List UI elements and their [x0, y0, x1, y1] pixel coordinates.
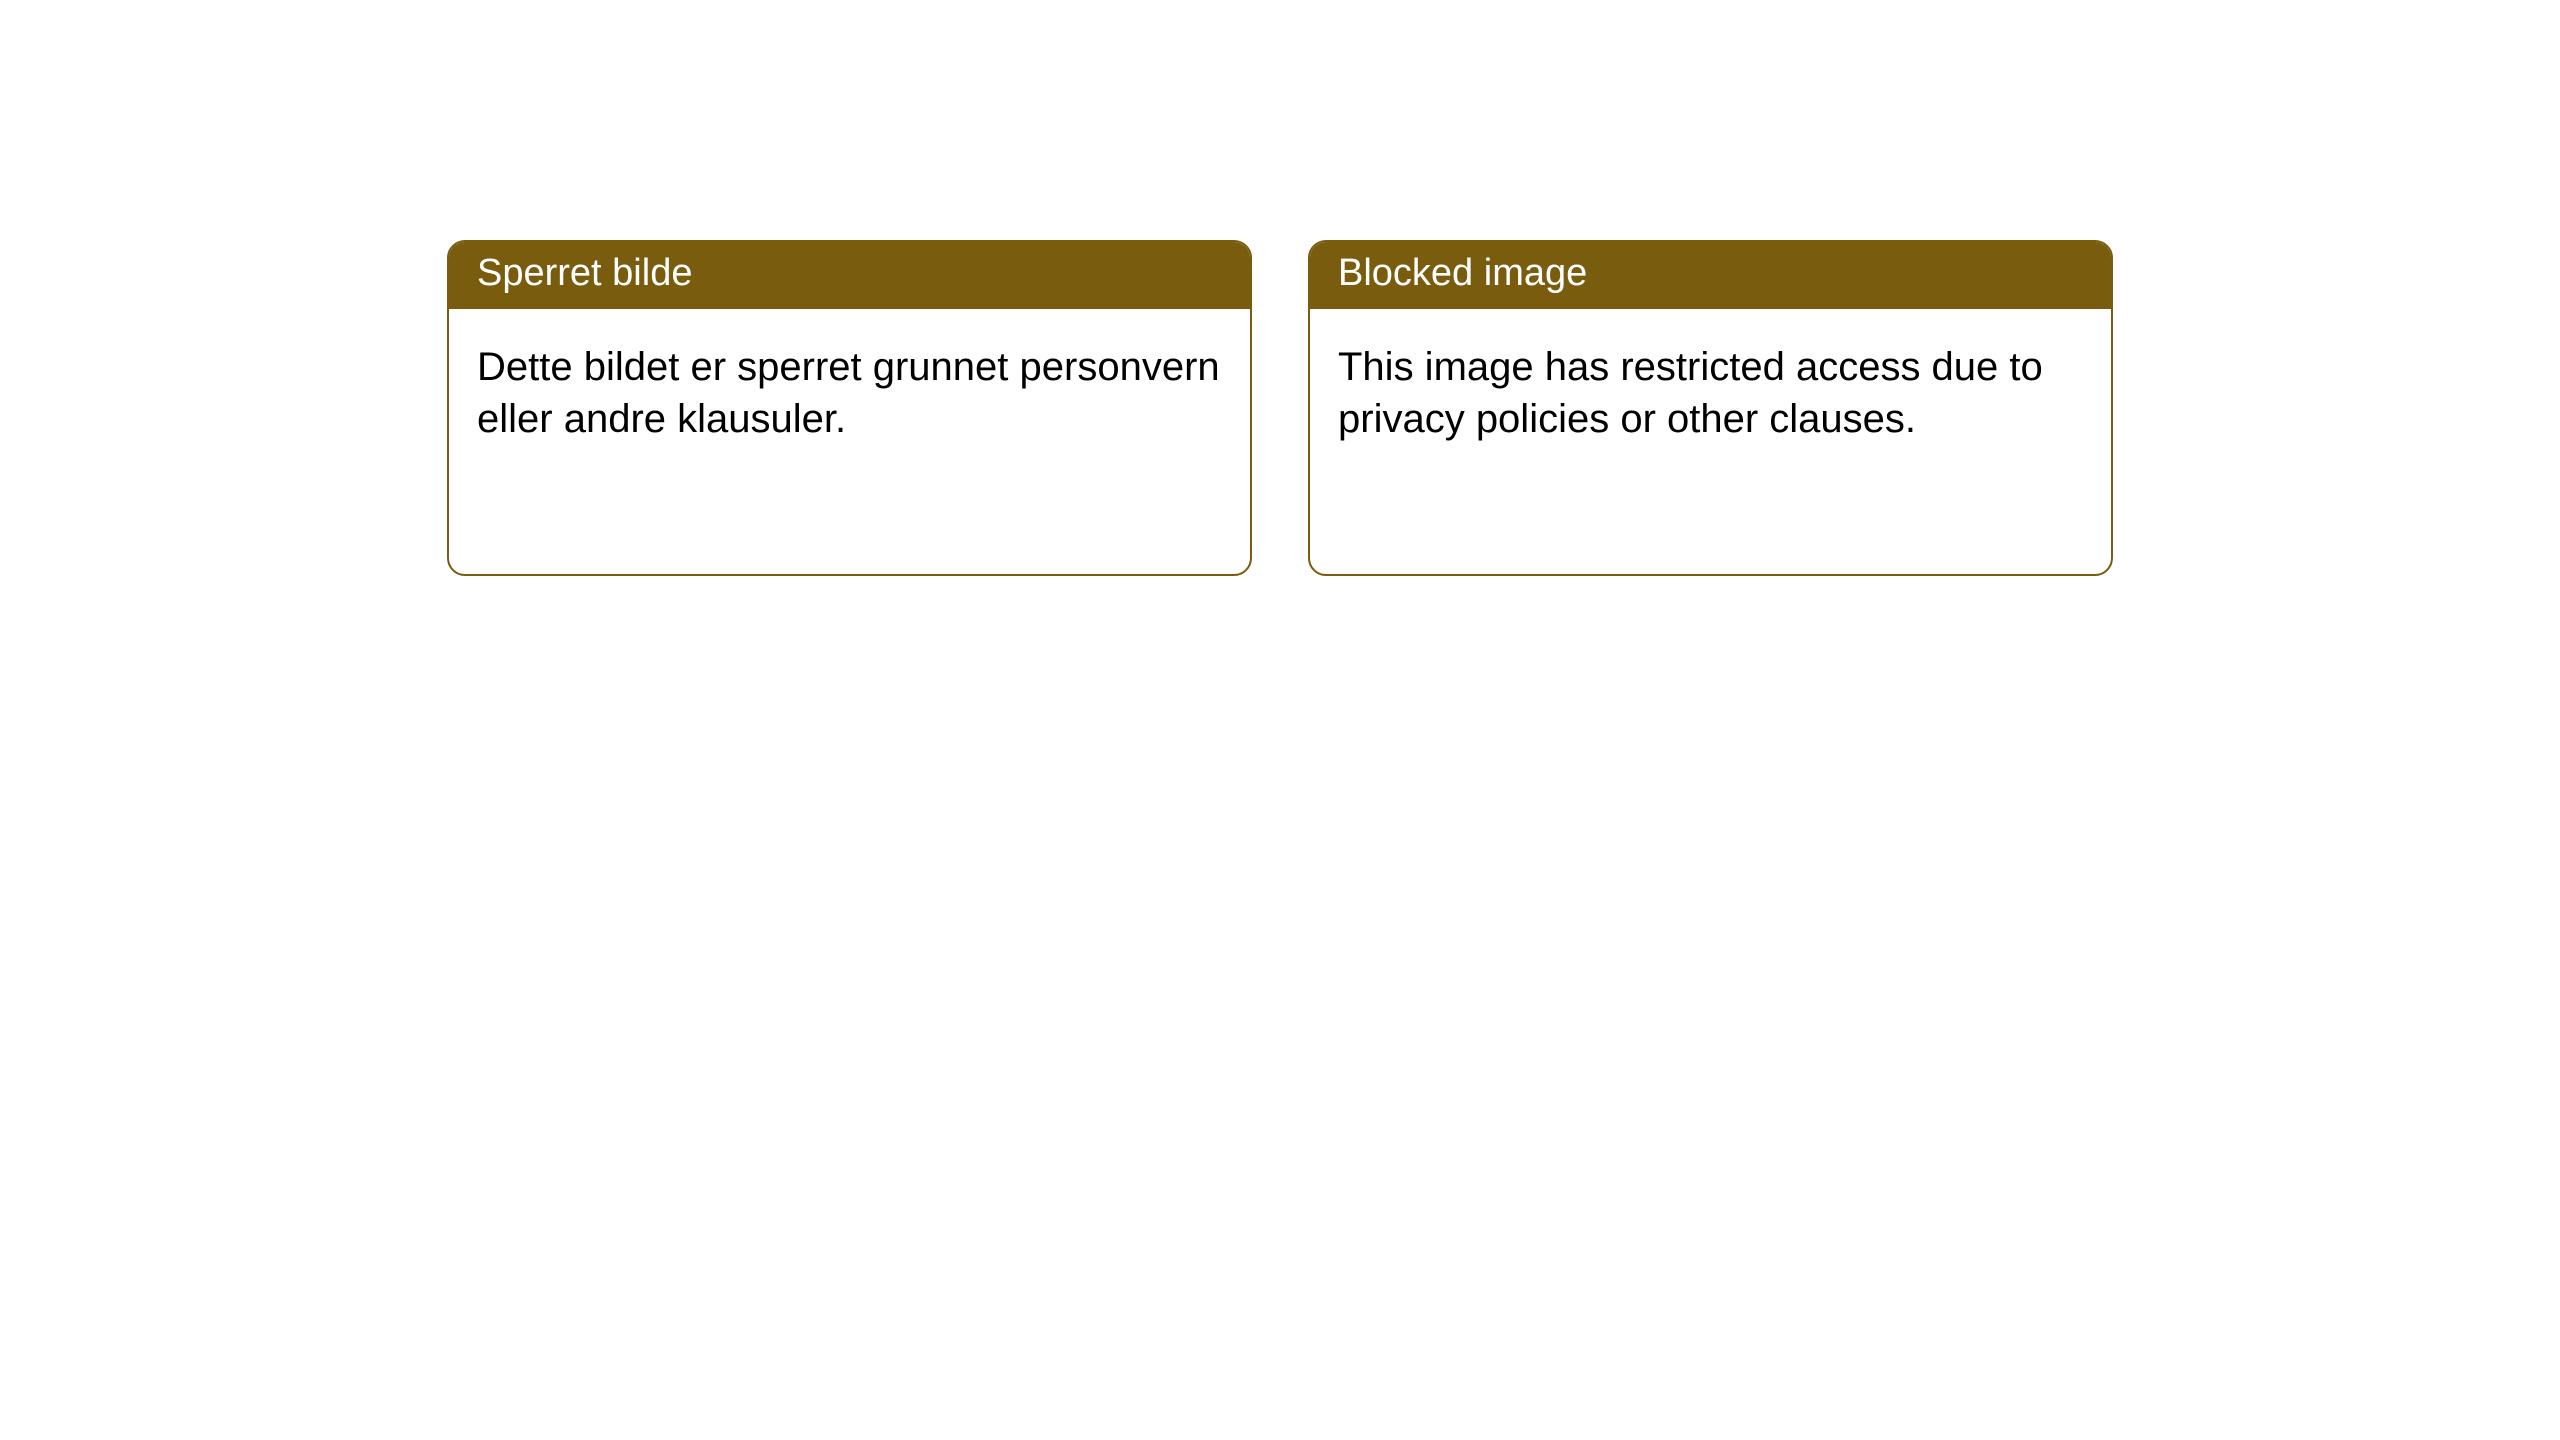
- notice-cards-container: Sperret bilde Dette bildet er sperret gr…: [0, 0, 2560, 576]
- notice-body: This image has restricted access due to …: [1310, 309, 2111, 473]
- notice-title: Sperret bilde: [449, 242, 1250, 309]
- notice-card-norwegian: Sperret bilde Dette bildet er sperret gr…: [447, 240, 1252, 576]
- notice-card-english: Blocked image This image has restricted …: [1308, 240, 2113, 576]
- notice-title: Blocked image: [1310, 242, 2111, 309]
- notice-body: Dette bildet er sperret grunnet personve…: [449, 309, 1250, 473]
